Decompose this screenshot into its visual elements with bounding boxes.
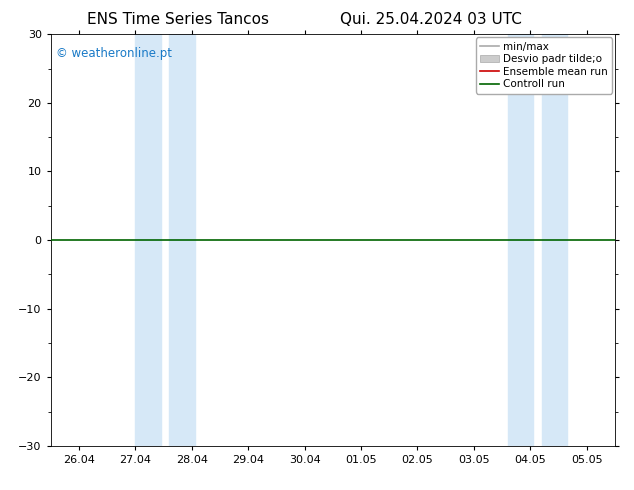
Legend: min/max, Desvio padr tilde;o, Ensemble mean run, Controll run: min/max, Desvio padr tilde;o, Ensemble m… xyxy=(476,37,612,94)
Text: © weatheronline.pt: © weatheronline.pt xyxy=(56,47,172,60)
Bar xyxy=(169,34,195,446)
Bar xyxy=(508,34,533,446)
Bar xyxy=(541,34,567,446)
Text: Qui. 25.04.2024 03 UTC: Qui. 25.04.2024 03 UTC xyxy=(340,12,522,27)
Text: ENS Time Series Tancos: ENS Time Series Tancos xyxy=(86,12,269,27)
Bar xyxy=(135,34,161,446)
